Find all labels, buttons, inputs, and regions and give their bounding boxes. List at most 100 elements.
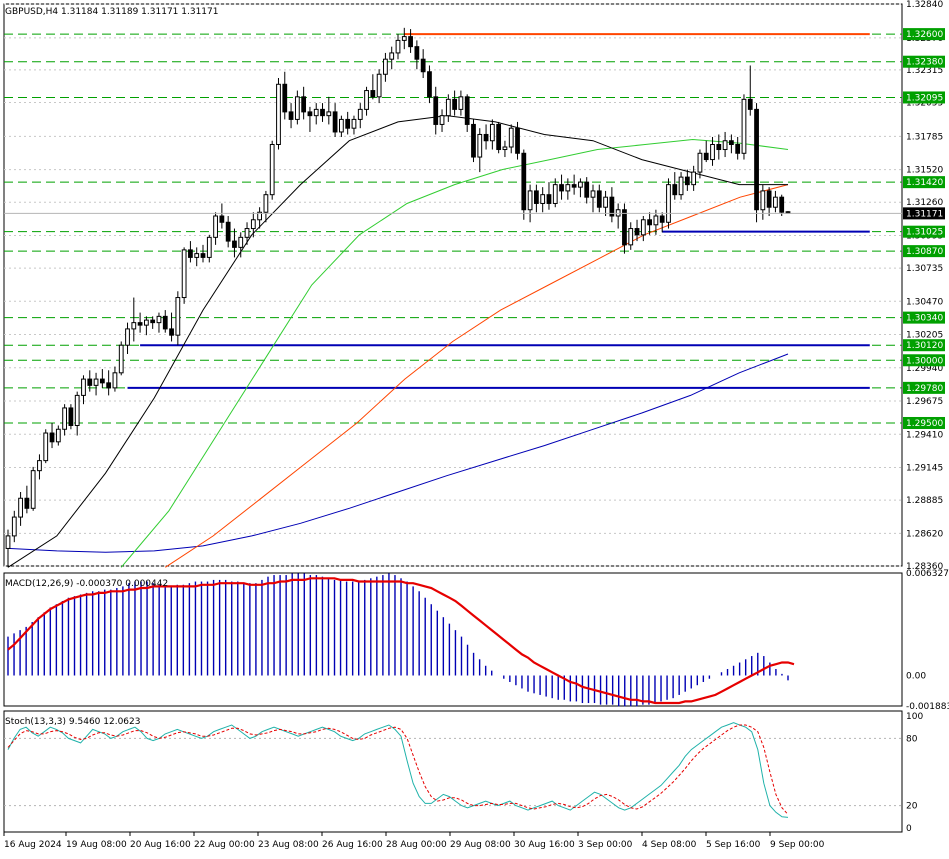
candle-body [439,115,445,125]
candle-body [640,219,646,236]
candle-body [508,127,514,148]
time-tick-label: 5 Sep 16:00 [706,840,761,850]
candle-body [760,190,766,211]
candle-body [263,194,269,213]
candle-body [408,36,413,48]
price-tick-label: 1.31785 [906,132,943,142]
candle-body [489,123,495,142]
candle-body [584,181,590,198]
level-label-box [903,245,945,258]
price-tick-label: 1.30735 [906,264,943,274]
price-tick-label: 1.30205 [906,331,943,341]
candle-body [471,123,476,158]
level-label-box [903,416,945,429]
level-label: 1.31420 [906,178,943,188]
candle-body [383,58,388,75]
candle-body [710,144,715,161]
candle-body [125,328,130,346]
candle-body [137,322,143,326]
level-label-box [903,91,945,104]
candle-body [515,127,520,154]
level-label: 1.31025 [906,228,943,238]
candle-body [11,516,17,537]
price-tick-label: 1.28885 [906,496,943,506]
candle-body [766,190,772,208]
candle-body [30,470,36,509]
candle-body [420,58,426,73]
stoch-main-line [7,722,789,818]
time-tick-label: 3 Sep 00:00 [578,840,633,850]
stoch-tick-label: 0 [906,824,912,834]
panel-frame [3,710,903,833]
candle-body [301,96,307,113]
candle-body [578,181,583,188]
stoch-tick-label: 100 [906,712,923,722]
price-tick-label: 1.28620 [906,529,943,539]
candle-body [49,432,55,443]
candle-body [144,319,149,326]
candle-body [376,73,382,98]
level-label: 1.32600 [906,30,943,40]
candle-body [345,118,351,129]
time-tick-label: 28 Aug 00:00 [386,840,447,850]
candle-body [332,111,338,133]
candle-body [320,108,325,117]
candle-body [527,190,533,211]
ma-short-line [7,115,788,568]
candle-body [414,46,420,60]
candle-body [741,98,747,154]
candle-body [389,52,395,60]
candle-body [716,144,722,151]
candle-body [634,228,640,236]
candle-body [288,111,294,120]
candle-body [559,184,564,192]
price-tick-label: 1.32840 [906,0,943,10]
level-label: 1.29500 [906,419,943,429]
level-label-box [903,381,945,394]
candle-body [540,194,546,204]
level-label-box [903,354,945,367]
price-tick-label: 1.31260 [906,198,943,208]
candle-body [200,253,206,258]
candle-body [162,315,168,330]
candle-body [181,249,187,299]
candle-body [219,215,225,223]
main-price-panel: 1.328401.325701.323151.320551.317851.315… [3,0,945,572]
candle-body [521,152,527,211]
panel-frame [3,3,903,567]
candle-body [106,382,112,389]
time-axis: 16 Aug 2024 19 Aug 08:00 20 Aug 16:00 22 Au… [3,832,825,850]
candle-body [735,144,741,154]
candle-body [43,432,49,462]
time-tick-label: 26 Aug 16:00 [322,840,383,850]
candle-body [326,111,332,117]
candle-body [156,315,162,324]
time-tick-label: 19 Aug 08:00 [66,840,127,850]
price-tick-label: 1.31520 [906,166,943,176]
candle-body [99,378,105,384]
ma-mid-line [120,138,789,568]
candle-body [18,497,23,518]
stoch-header: Stoch(13,3,3) 9.5460 12.0623 [5,717,140,727]
candle-body [307,111,313,117]
candle-body [653,215,659,226]
level-label-box [903,225,945,238]
macd-header: MACD(12,26,9) -0.000370 0.000442 [5,579,168,589]
last-price-box [903,207,945,220]
candle-body [445,98,451,117]
price-tick-label: 1.28360 [906,562,943,572]
candle-body [565,184,571,192]
candle-body [779,196,785,213]
candle-body [357,108,363,120]
level-label-box [903,55,945,68]
candle-body [250,219,256,230]
candle-body [364,90,369,110]
candle-body [194,253,200,258]
candle-body [62,407,68,430]
candle-body [427,71,432,98]
ma-long-line [165,184,789,568]
candle-body [754,108,759,211]
candle-body [68,407,74,426]
candle-body [232,240,237,248]
candle-body [615,209,621,217]
